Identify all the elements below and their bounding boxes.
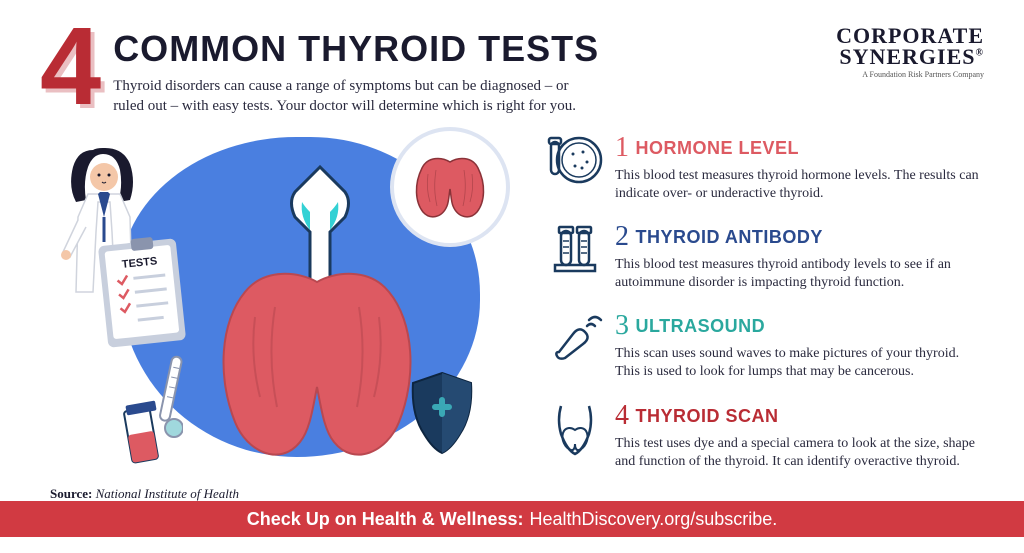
- thyroid-detail-circle: [390, 127, 510, 247]
- test-item-ultrasound: 3ULTRASOUND This scan uses sound waves t…: [545, 310, 984, 381]
- ultrasound-wand-icon: [545, 310, 605, 366]
- test-tubes-icon: [545, 221, 605, 277]
- footer-cta: Check Up on Health & Wellness:: [247, 509, 524, 530]
- test-desc: This blood test measures thyroid hormone…: [615, 167, 984, 203]
- tests-list: 1HORMONE LEVEL This blood test measures …: [520, 117, 984, 497]
- test-title: 1HORMONE LEVEL: [615, 132, 984, 164]
- test-title: 2THYROID ANTIBODY: [615, 221, 984, 253]
- test-title: 4THYROID SCAN: [615, 400, 984, 432]
- page-title: COMMON THYROID TESTS: [113, 28, 599, 70]
- source-text: National Institute of Health: [96, 486, 239, 501]
- petri-dish-icon: [545, 132, 605, 188]
- test-item-scan: 4THYROID SCAN This test uses dye and a s…: [545, 400, 984, 471]
- test-desc: This scan uses sound waves to make pictu…: [615, 345, 984, 381]
- logo-tagline: A Foundation Risk Partners Company: [836, 70, 984, 79]
- page-subtitle: Thyroid disorders can cause a range of s…: [113, 76, 583, 117]
- shield-icon: [405, 369, 480, 457]
- header: 4 COMMON THYROID TESTS Thyroid disorders…: [0, 0, 1024, 117]
- test-desc: This test uses dye and a special camera …: [615, 435, 984, 471]
- company-logo: CORPORATE SYNERGIES® A Foundation Risk P…: [836, 20, 984, 117]
- thyroid-small-icon: [410, 154, 490, 219]
- test-item-hormone: 1HORMONE LEVEL This blood test measures …: [545, 132, 984, 203]
- test-desc: This blood test measures thyroid antibod…: [615, 256, 984, 292]
- content: TESTS Source: Na: [0, 117, 1024, 497]
- thyroid-scan-icon: [545, 400, 605, 460]
- thyroid-organ-icon: [205, 267, 430, 467]
- footer-banner: Check Up on Health & Wellness: HealthDis…: [0, 501, 1024, 537]
- thermometer-icon: [155, 352, 183, 442]
- footer-link[interactable]: HealthDiscovery.org/subscribe.: [529, 509, 777, 530]
- source-label: Source:: [50, 486, 92, 501]
- big-number: 4: [40, 20, 101, 114]
- logo-line2: SYNERGIES®: [836, 47, 984, 68]
- clipboard-icon: TESTS: [95, 232, 190, 352]
- source-citation: Source: National Institute of Health: [50, 486, 239, 502]
- test-item-antibody: 2THYROID ANTIBODY This blood test measur…: [545, 221, 984, 292]
- illustration-area: TESTS Source: Na: [40, 117, 520, 497]
- test-title: 3ULTRASOUND: [615, 310, 984, 342]
- title-block: 4 COMMON THYROID TESTS Thyroid disorders…: [40, 20, 599, 117]
